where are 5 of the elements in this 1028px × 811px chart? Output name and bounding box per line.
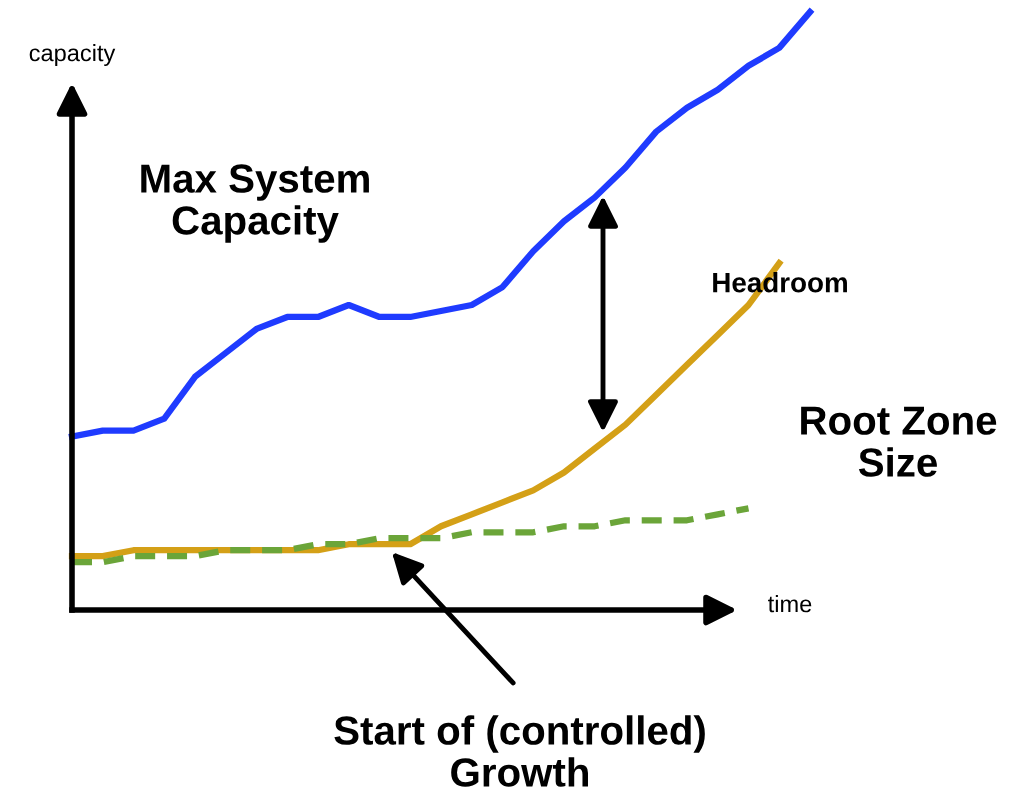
annotation: Root Zone Size (801, 406, 997, 477)
y-axis-title: capacity (29, 44, 116, 66)
x-axis-title: time (768, 594, 812, 613)
text: Start of (controlled) Growth (334, 715, 705, 787)
annotation: Max System Capacity (141, 164, 369, 243)
